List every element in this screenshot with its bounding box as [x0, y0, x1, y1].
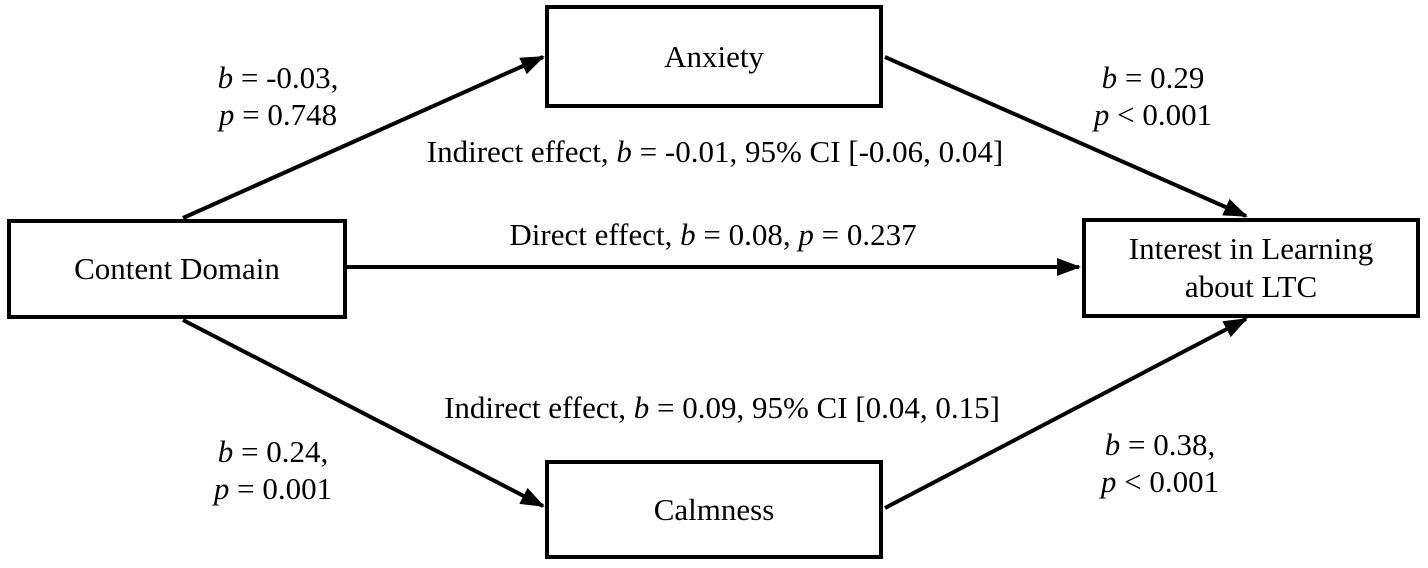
node-anxiety: Anxiety — [545, 5, 883, 108]
path-a1-line1: b = -0.03, — [217, 60, 339, 95]
path-b2-line2: p < 0.001 — [1100, 464, 1220, 499]
arrow-calmness-to-interest — [884, 317, 1248, 510]
arrow-anxiety-to-interest — [884, 55, 1248, 218]
node-interest-in-learning: Interest in Learning about LTC — [1082, 218, 1420, 318]
path-label-content-to-calmness: b = 0.24, p = 0.001 — [214, 433, 332, 507]
path-a1-line2: p = 0.748 — [218, 97, 338, 132]
node-content-domain-label: Content Domain — [74, 251, 280, 287]
node-interest-in-learning-label: Interest in Learning about LTC — [1128, 231, 1374, 304]
arrow-content-domain-to-anxiety — [182, 55, 545, 220]
path-b1-line2: p < 0.001 — [1093, 97, 1213, 132]
path-label-content-to-anxiety: b = -0.03, p = 0.748 — [218, 59, 339, 133]
path-label-anxiety-to-interest: b = 0.29 p < 0.001 — [1094, 59, 1212, 133]
arrow-content-domain-to-calmness — [182, 318, 545, 508]
direct-effect-label: Direct effect, b = 0.08, p = 0.237 — [509, 217, 917, 252]
node-content-domain: Content Domain — [7, 219, 347, 319]
indirect-effect-bottom-label: Indirect effect, b = 0.09, 95% CI [0.04,… — [444, 390, 1000, 425]
node-calmness-label: Calmness — [653, 491, 775, 527]
path-label-calmness-to-interest: b = 0.38, p < 0.001 — [1101, 426, 1219, 500]
node-anxiety-label: Anxiety — [664, 38, 764, 74]
node-calmness: Calmness — [545, 460, 883, 559]
path-a2-line1: b = 0.24, — [217, 434, 329, 469]
path-b2-line1: b = 0.38, — [1104, 427, 1216, 462]
path-b1-line1: b = 0.29 — [1101, 60, 1205, 95]
indirect-effect-top-label: Indirect effect, b = -0.01, 95% CI [-0.0… — [426, 134, 1004, 169]
path-a2-line2: p = 0.001 — [213, 471, 333, 506]
